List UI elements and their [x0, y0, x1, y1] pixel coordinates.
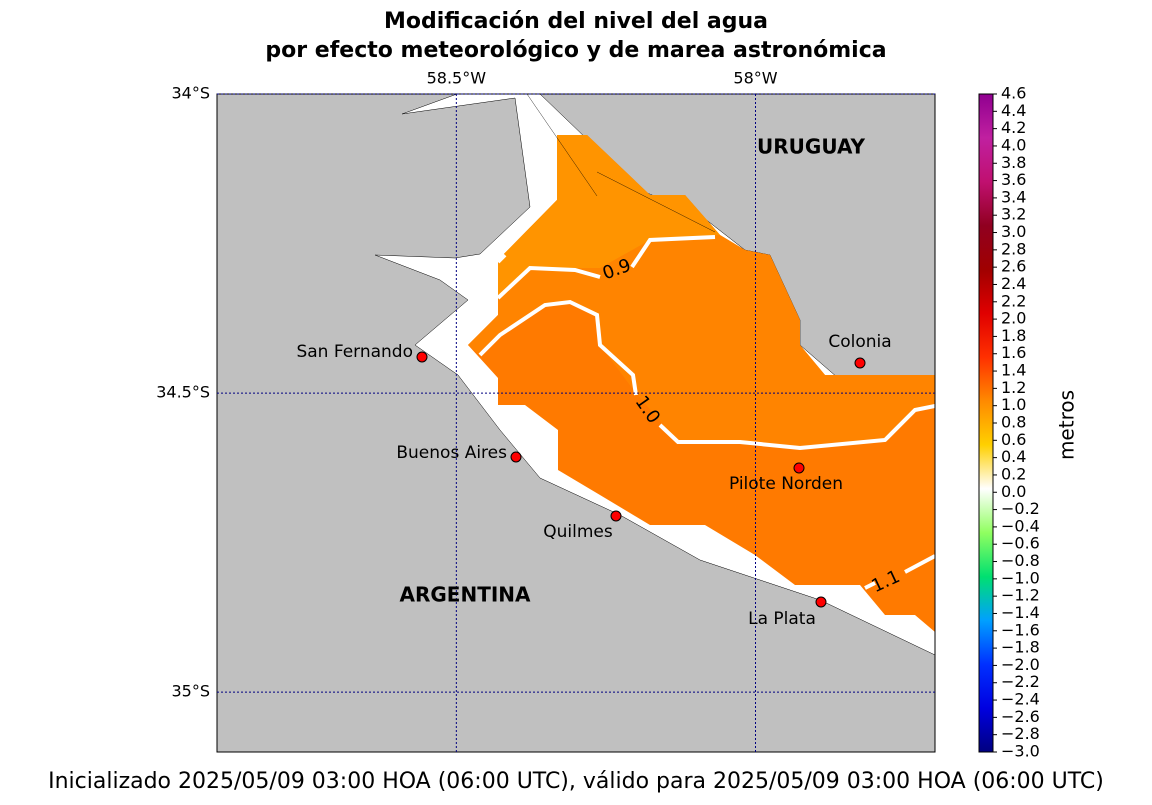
city-label: Pilote Norden [729, 474, 843, 494]
colorbar-tick-label: 4.6 [1001, 84, 1026, 103]
map-frame [216, 93, 936, 753]
contour-line [630, 235, 716, 269]
colorbar-tick-label: 0.4 [1001, 447, 1026, 466]
contour-line [658, 404, 935, 451]
colorbar-tick-label: 0.0 [1001, 482, 1026, 501]
colorbar-tick-label: −2.6 [1001, 707, 1040, 726]
colorbar-tick-label: −1.6 [1001, 620, 1040, 639]
colorbar-tick-label: 1.8 [1001, 326, 1026, 345]
city-marker [854, 357, 866, 369]
colorbar-tick-label: −1.4 [1001, 603, 1040, 622]
colorbar-tick-label: 2.8 [1001, 239, 1026, 258]
city-marker [610, 510, 622, 522]
city-marker [416, 351, 428, 363]
map-area [217, 94, 935, 752]
lon-tick-label: 58°W [733, 69, 777, 88]
colorbar-tick-label: 1.2 [1001, 378, 1026, 397]
colorbar-tick-label: 2.2 [1001, 291, 1026, 310]
city-label: La Plata [748, 609, 816, 629]
colorbar-tick-label: 4.0 [1001, 135, 1026, 154]
lat-tick-label: 35°S [171, 682, 210, 701]
colorbar-tick-label: 3.0 [1001, 222, 1026, 241]
country-label: ARGENTINA [400, 583, 532, 607]
colorbar-tick-label: −0.2 [1001, 499, 1040, 518]
colorbar-tick-label: 1.6 [1001, 343, 1026, 362]
colorbar-tick-label: −1.0 [1001, 568, 1040, 587]
contour-line [864, 581, 876, 590]
contour-line [496, 253, 507, 264]
footer: Inicializado 2025/05/09 03:00 HOA (06:00… [48, 769, 1104, 794]
city-label: Colonia [828, 332, 891, 352]
colorbar-tick-label: −1.2 [1001, 586, 1040, 605]
colorbar-tick-label: 3.4 [1001, 187, 1026, 206]
city-marker [815, 596, 827, 608]
colorbar-tick-label: 3.8 [1001, 153, 1026, 172]
border [526, 94, 598, 197]
border [596, 171, 716, 233]
colorbar-ticks: −3.0−2.8−2.6−2.4−2.2−2.0−1.8−1.6−1.4−1.2… [993, 84, 1040, 761]
contour-line [904, 554, 935, 574]
colorbar-tick-label: 1.0 [1001, 395, 1026, 414]
lat-tick-label: 34°S [171, 84, 210, 103]
colorbar-tick-label: −3.0 [1001, 742, 1040, 761]
colorbar [978, 93, 994, 753]
title-line: Modificación del nivel del agua [384, 9, 768, 34]
colorbar-tick-label: −1.8 [1001, 638, 1040, 657]
colorbar-tick-label: −2.2 [1001, 672, 1040, 691]
colorbar-tick-label: 3.2 [1001, 205, 1026, 224]
colorbar-tick-label: 0.8 [1001, 413, 1026, 432]
colorbar-tick-label: 2.0 [1001, 309, 1026, 328]
colorbar-tick-label: −2.4 [1001, 690, 1040, 709]
colorbar-tick-label: −0.8 [1001, 551, 1040, 570]
cities: San Fernando Colonia Buenos Aires Pilote No… [296, 332, 891, 629]
contour-line [496, 265, 601, 300]
colorbar-tick-label: 3.6 [1001, 170, 1026, 189]
colorbar-tick-label: 0.2 [1001, 464, 1026, 483]
city-label: San Fernando [296, 342, 413, 362]
colorbar-tick-label: −0.6 [1001, 534, 1040, 553]
city-label: Quilmes [543, 522, 613, 542]
colorbar-tick-label: −0.4 [1001, 516, 1040, 535]
city-label: Buenos Aires [396, 443, 507, 463]
graticule [217, 93, 935, 752]
colorbar-tick-label: 2.4 [1001, 274, 1026, 293]
city-marker [793, 462, 805, 474]
title-line: por efecto meteorológico y de marea astr… [265, 38, 886, 63]
level-field [498, 135, 720, 298]
colorbar-tick-label: 0.6 [1001, 430, 1026, 449]
colorbar-tick-label: −2.8 [1001, 724, 1040, 743]
lat-tick-label: 34.5°S [156, 383, 210, 402]
country-label: URUGUAY [757, 135, 865, 159]
colorbar-label: metros [1055, 390, 1079, 460]
colorbar-tick-label: 2.6 [1001, 257, 1026, 276]
city-marker [510, 451, 522, 463]
colorbar-tick-label: 4.4 [1001, 101, 1026, 120]
lon-tick-label: 58.5°W [427, 69, 487, 88]
colorbar-tick-label: 4.2 [1001, 118, 1026, 137]
colorbar-tick-label: −2.0 [1001, 655, 1040, 674]
colorbar-tick-label: 1.4 [1001, 361, 1026, 380]
contour-line [478, 299, 638, 396]
